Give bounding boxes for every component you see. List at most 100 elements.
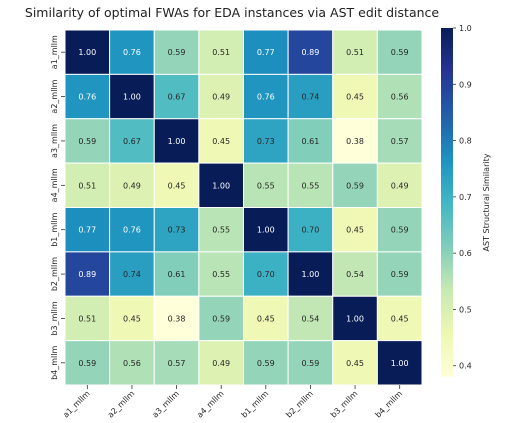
heatmap-cell (153, 295, 200, 342)
cell-value-label: 0.76 (123, 48, 141, 57)
cell-value-label: 0.74 (123, 270, 141, 279)
cell-value-label: 0.49 (212, 93, 230, 102)
column-label: b1_mllm (240, 389, 271, 419)
cell-value-label: 0.61 (302, 137, 320, 146)
cell-value-label: 0.56 (123, 359, 141, 368)
heatmap-cell (64, 29, 111, 75)
heatmap-cell (287, 251, 334, 297)
cell-value-label: 0.51 (212, 48, 230, 57)
cell-value-label: 1.00 (212, 181, 230, 190)
heatmap-cell (198, 207, 244, 253)
heatmap-cell (153, 162, 200, 208)
heatmap-cell (376, 340, 423, 386)
column-label: a3_mllm (151, 389, 182, 419)
cell-value-label: 0.55 (302, 181, 320, 190)
colorbar-label: AST Structural Similarity (482, 153, 491, 251)
colorbar-tick-label: 0.4 (459, 362, 472, 371)
cell-value-label: 0.38 (168, 314, 186, 323)
heatmap-cell (287, 29, 334, 75)
heatmap-cell (243, 295, 289, 342)
heatmap-cell (153, 251, 200, 297)
cell-value-label: 0.59 (78, 137, 96, 146)
cell-value-label: 0.45 (346, 359, 364, 368)
heatmap-cell (64, 295, 111, 342)
cell-value-label: 0.89 (302, 48, 320, 57)
cell-value-label: 0.74 (302, 93, 320, 102)
cell-value-label: 0.73 (168, 226, 186, 235)
cell-value-label: 0.55 (212, 270, 230, 279)
heatmap-cell (109, 295, 155, 342)
row-label: a3_mllm (50, 124, 59, 158)
heatmap-cell (109, 73, 155, 120)
column-label: a2_mllm (106, 389, 137, 419)
heatmap-cell (376, 207, 423, 253)
cell-value-label: 0.61 (168, 270, 186, 279)
column-label: b4_mllm (374, 389, 405, 419)
colorbar-tick-label: 0.8 (459, 137, 472, 146)
cell-value-label: 0.51 (346, 48, 364, 57)
colorbar-tick-label: 0.6 (459, 249, 472, 258)
cell-value-label: 0.59 (302, 359, 320, 368)
colorbar: 0.4 0.5 0.6 0.7 0.8 0.9 1.0 AST Structural Simi… (441, 24, 491, 377)
cell-value-label: 0.77 (78, 226, 96, 235)
cell-value-label: 0.59 (212, 314, 230, 323)
row-label: b3_mllm (50, 301, 59, 335)
cell-value-label: 1.00 (302, 270, 320, 279)
cell-value-label: 1.00 (257, 226, 275, 235)
cell-value-label: 0.76 (78, 93, 96, 102)
cell-value-label: 0.59 (391, 48, 409, 57)
cell-value-label: 0.45 (346, 226, 364, 235)
cell-value-label: 0.55 (257, 181, 275, 190)
cell-value-label: 0.45 (123, 314, 141, 323)
column-label: b3_mllm (329, 389, 360, 419)
colorbar-tick-label: 0.7 (459, 193, 472, 202)
cell-value-label: 0.76 (123, 226, 141, 235)
cell-value-label: 0.55 (212, 226, 230, 235)
cell-value-label: 0.51 (78, 314, 96, 323)
cell-value-label: 0.67 (123, 137, 141, 146)
row-label: b4_mllm (50, 346, 59, 380)
heatmap-cell (198, 73, 244, 120)
heatmap-cell (332, 251, 378, 297)
column-label: b2_mllm (284, 389, 315, 419)
cell-value-label: 0.59 (391, 226, 409, 235)
heatmap-cell (243, 207, 289, 253)
colorbar-gradient (441, 28, 453, 377)
cell-value-label: 0.59 (346, 181, 364, 190)
cell-value-label: 0.73 (257, 137, 275, 146)
heatmap-cell (153, 118, 200, 164)
heatmap-cell (332, 118, 378, 164)
row-label: b1_mllm (50, 212, 59, 246)
heatmap-cell (287, 295, 334, 342)
column-label: a1_mllm (61, 389, 92, 419)
cell-value-label: 0.89 (78, 270, 96, 279)
heatmap-cell (376, 295, 423, 342)
cell-value-label: 0.70 (302, 226, 320, 235)
heatmap-cell (376, 73, 423, 120)
cell-value-label: 0.76 (257, 93, 275, 102)
cell-value-label: 0.45 (391, 314, 409, 323)
colorbar-tick-label: 0.5 (459, 305, 472, 314)
cell-value-label: 0.70 (257, 270, 275, 279)
cell-value-label: 0.54 (346, 270, 364, 279)
heatmap-cell (109, 118, 155, 164)
cell-value-label: 0.51 (78, 181, 96, 190)
heatmap-cell (243, 251, 289, 297)
heatmap-cell (376, 251, 423, 297)
heatmap-cell (332, 207, 378, 253)
heatmap-cell (332, 162, 378, 208)
heatmap-cell (287, 118, 334, 164)
cell-value-label: 0.49 (391, 181, 409, 190)
row-label: a4_mllm (50, 168, 59, 202)
heatmap-cell (109, 251, 155, 297)
heatmap-cell (243, 340, 289, 386)
column-labels: a1_mllm a2_mllm a3_mllm a4_mllm b1_mllm b2_ml… (61, 385, 405, 420)
cell-value-label: 0.59 (78, 359, 96, 368)
heatmap-cell (243, 118, 289, 164)
heatmap-cell (376, 29, 423, 75)
cell-value-label: 0.54 (302, 314, 320, 323)
row-label: b2_mllm (50, 257, 59, 291)
cell-value-label: 1.00 (391, 359, 409, 368)
